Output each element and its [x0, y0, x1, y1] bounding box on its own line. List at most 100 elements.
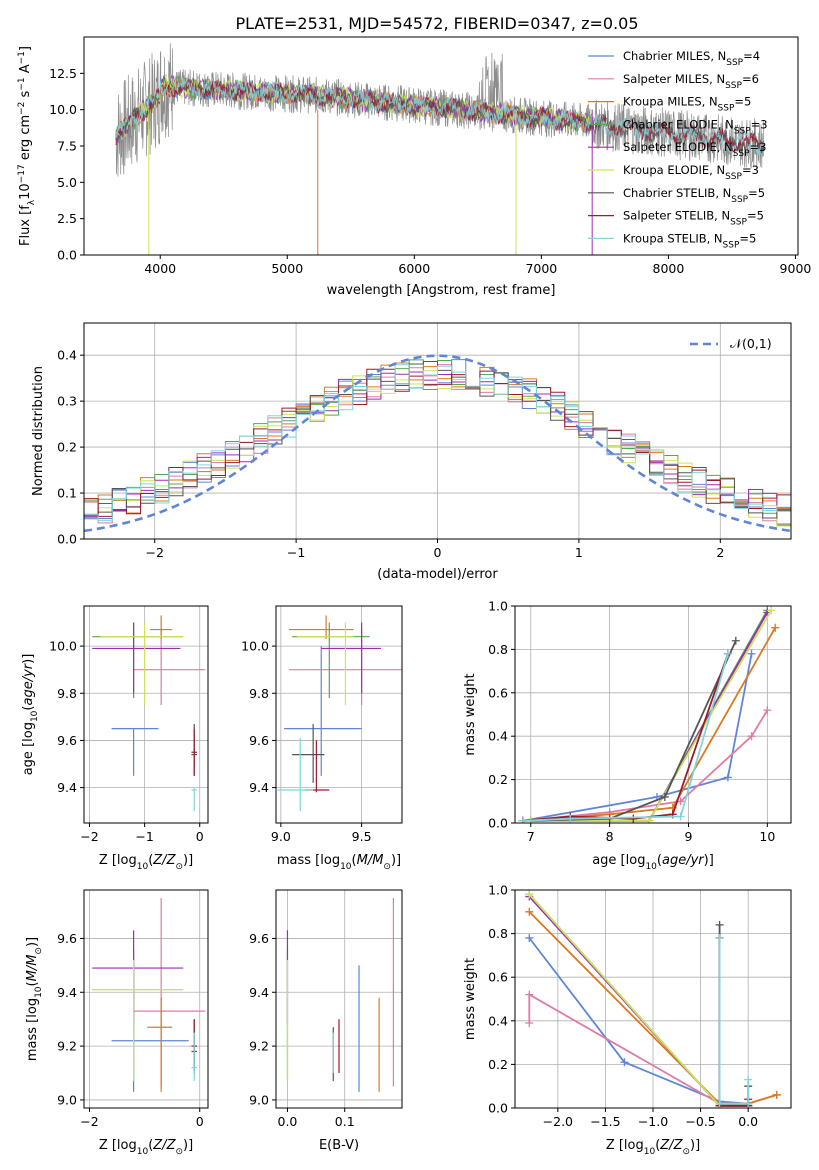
y-tick-label: 5.0 — [57, 175, 77, 190]
weight-marker — [723, 773, 732, 782]
x-tick-label: −2 — [80, 1114, 98, 1129]
y-tick-label: 9.0 — [57, 1092, 77, 1107]
legend-label: Chabrier MILES, NSSP=4 — [623, 49, 760, 68]
axes-frame — [83, 605, 209, 824]
histogram-series — [84, 368, 791, 517]
weight-marker — [772, 1090, 781, 1099]
weight-series — [530, 609, 769, 822]
legend-label: Chabrier ELODIE, NSSP=3 — [623, 117, 768, 136]
y-tick-label: 0.0 — [57, 532, 77, 547]
y-axis-label: mass weight — [463, 958, 478, 1040]
x-tick-label: −2 — [145, 545, 163, 560]
x-tick-label: 7 — [527, 829, 535, 844]
y-tick-label: 9.4 — [57, 780, 77, 795]
y-tick-label: 9.4 — [57, 985, 77, 1000]
x-tick-label: 5000 — [271, 261, 303, 276]
weight-marker — [747, 732, 756, 741]
plot-area — [115, 43, 765, 255]
weight-marker — [731, 636, 740, 645]
weight-marker — [715, 1099, 724, 1108]
plot-area — [84, 606, 208, 823]
x-tick-label: 0.1 — [335, 1114, 355, 1129]
y-tick-label: 9.2 — [57, 1039, 77, 1054]
y-tick-label: 9.0 — [249, 1092, 269, 1107]
weight-marker — [715, 920, 724, 929]
weight-marker — [525, 933, 534, 942]
axes-frame — [83, 36, 799, 256]
x-tick-label: 6000 — [398, 261, 430, 276]
legend-label: Chabrier STELIB, NSSP=5 — [623, 186, 765, 205]
x-axis-label: wavelength [Angstrom, rest frame] — [327, 283, 556, 298]
weight-marker — [715, 933, 724, 942]
panel-histogram: −2 −1 0 1 2 0.0 0.1 0.2 0.3 0.4 𝒩(0,1) (data-model)… — [31, 322, 792, 582]
y-axis-label: mass weight — [463, 673, 478, 755]
y-tick-label: 10.0 — [49, 102, 77, 117]
y-tick-label: 0.6 — [488, 970, 508, 985]
y-tick-label: 0.4 — [57, 348, 77, 363]
weight-series — [528, 937, 749, 1105]
weight-series — [522, 640, 737, 822]
x-axis-label: mass [log10(M/M⊙)] — [277, 853, 401, 872]
weight-series — [718, 938, 750, 1107]
x-tick-label: 0 — [434, 545, 442, 560]
y-tick-label: 9.8 — [249, 686, 269, 701]
y-tick-label: 0.2 — [57, 440, 77, 455]
x-tick-label: −2.0 — [543, 1114, 573, 1129]
legend-label: Salpeter MILES, NSSP=6 — [623, 72, 759, 91]
panel-age_vs_Z: −2 −1 0 9.4 9.6 9.8 10.0 Z [log10(Z/Z⊙)] age [lo… — [21, 605, 209, 872]
x-axis-label: Z [log10(Z/Z⊙)] — [99, 853, 193, 872]
panel-mass_vs_ebv: 0.0 0.1 9.0 9.2 9.4 9.6 E(B-V) — [249, 889, 403, 1153]
x-tick-label: −2 — [80, 829, 98, 844]
x-tick-label: 7000 — [525, 261, 557, 276]
axes-frame — [514, 889, 792, 1109]
y-tick-label: 9.6 — [57, 931, 77, 946]
weight-series — [718, 924, 750, 1107]
y-tick-label: 0.0 — [57, 248, 77, 263]
axes-frame — [83, 889, 209, 1109]
y-tick-label: 0.0 — [488, 816, 508, 831]
y-tick-label: 9.8 — [57, 686, 77, 701]
legend-label: Kroupa STELIB, NSSP=5 — [623, 231, 756, 250]
panel-weight_vs_age: 7 8 9 10 0.0 0.2 0.4 0.6 0.8 1.0 age [log10(age/yr… — [463, 599, 792, 872]
legend-label: Salpeter ELODIE, NSSP=3 — [623, 140, 766, 159]
x-tick-label: 0 — [196, 1114, 204, 1129]
x-tick-label: 8000 — [653, 261, 685, 276]
plot-area — [276, 890, 402, 1108]
x-axis-label: E(B-V) — [319, 1138, 359, 1153]
weight-series — [522, 653, 753, 822]
y-tick-label: 9.6 — [57, 733, 77, 748]
legend-label: Kroupa MILES, NSSP=5 — [623, 95, 751, 114]
weight-series — [528, 893, 749, 1107]
y-tick-label: 1.0 — [488, 599, 508, 614]
y-axis-label: mass [log10(M/M⊙)] — [25, 937, 44, 1061]
panel-weight_vs_Z: −2.0 −1.5 −1.0 −0.5 0.0 0.0 0.2 0.4 0.6 0.8 1.0 Z [… — [463, 883, 792, 1157]
y-tick-label: 0.2 — [488, 772, 508, 787]
x-axis-label: Z [log10(Z/Z⊙)] — [99, 1138, 193, 1157]
weight-marker — [620, 1058, 629, 1067]
figure-title: PLATE=2531, MJD=54572, FIBERID=0347, z=0… — [235, 14, 638, 33]
weight-marker — [566, 814, 575, 823]
weight-marker — [645, 816, 654, 823]
x-tick-label: 9.5 — [352, 829, 372, 844]
axes-frame — [514, 605, 792, 824]
plot-area — [276, 606, 402, 823]
weight-marker — [525, 990, 534, 999]
y-tick-label: 10.0 — [49, 639, 77, 654]
y-axis-label: Normed distribution — [31, 366, 46, 496]
y-tick-label: 9.6 — [249, 931, 269, 946]
x-tick-label: −1.0 — [638, 1114, 668, 1129]
weight-marker — [660, 792, 669, 801]
axes-frame — [275, 605, 403, 824]
weight-series — [528, 893, 749, 1107]
legend-label: Kroupa ELODIE, NSSP=3 — [623, 163, 759, 182]
y-tick-label: 0.1 — [57, 486, 77, 501]
weight-marker — [518, 816, 527, 823]
y-tick-label: 0.6 — [488, 685, 508, 700]
y-tick-label: 7.5 — [57, 139, 77, 154]
y-tick-label: 0.8 — [488, 926, 508, 941]
y-axis-label: Flux [fλ10−17 erg cm−2 s−1 A−1] — [17, 46, 37, 246]
x-tick-label: 10 — [759, 829, 775, 844]
weight-marker — [525, 907, 534, 916]
plot-area — [515, 890, 791, 1108]
